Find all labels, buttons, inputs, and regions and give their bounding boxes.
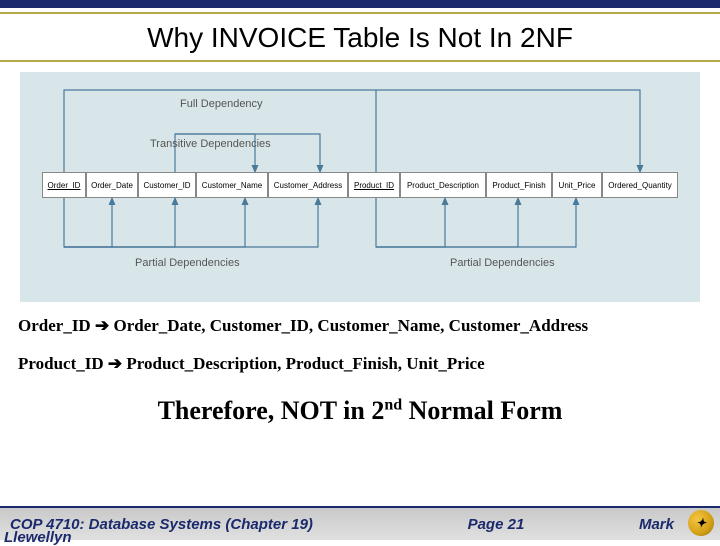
- conclusion-suffix: Normal Form: [402, 396, 562, 425]
- column-customer_id: Customer_ID: [138, 172, 196, 198]
- invoice-table-header: Order_IDOrder_DateCustomer_IDCustomer_Na…: [42, 172, 678, 198]
- column-product_id: Product_ID: [348, 172, 400, 198]
- label-partial-left: Partial Dependencies: [135, 257, 240, 269]
- dependency-diagram: Full Dependency Transitive Dependencies …: [20, 72, 700, 302]
- arrow-icon: ➔: [95, 316, 109, 335]
- column-unit_price: Unit_Price: [552, 172, 602, 198]
- dep2-lhs: Product_ID: [18, 354, 104, 373]
- dependency-line-1: Order_ID ➔ Order_Date, Customer_ID, Cust…: [0, 302, 720, 336]
- arrow-icon: ➔: [108, 354, 122, 373]
- column-customer_address: Customer_Address: [268, 172, 348, 198]
- top-bar: [0, 0, 720, 8]
- conclusion-prefix: Therefore, NOT in 2: [158, 396, 385, 425]
- dep1-rhs: Order_Date, Customer_ID, Customer_Name, …: [113, 316, 588, 335]
- column-product_finish: Product_Finish: [486, 172, 552, 198]
- dependency-line-2: Product_ID ➔ Product_Description, Produc…: [0, 336, 720, 374]
- label-transitive-dependency: Transitive Dependencies: [150, 138, 271, 150]
- dep1-lhs: Order_ID: [18, 316, 91, 335]
- column-ordered_quantity: Ordered_Quantity: [602, 172, 678, 198]
- label-partial-right: Partial Dependencies: [450, 257, 555, 269]
- column-product_description: Product_Description: [400, 172, 486, 198]
- title-rule-bottom: [0, 60, 720, 62]
- column-order_date: Order_Date: [86, 172, 138, 198]
- column-customer_name: Customer_Name: [196, 172, 268, 198]
- conclusion-sup: nd: [384, 396, 402, 413]
- footer-page: Page 21: [313, 516, 639, 533]
- page-title: Why INVOICE Table Is Not In 2NF: [0, 14, 720, 60]
- dep2-rhs: Product_Description, Product_Finish, Uni…: [126, 354, 484, 373]
- slide-footer: COP 4710: Database Systems (Chapter 19) …: [0, 506, 720, 540]
- column-order_id: Order_ID: [42, 172, 86, 198]
- conclusion-text: Therefore, NOT in 2nd Normal Form: [0, 374, 720, 426]
- footer-cutoff-text: Llewellyn: [4, 529, 72, 546]
- label-full-dependency: Full Dependency: [180, 98, 263, 110]
- ucf-logo-icon: ✦: [688, 510, 714, 536]
